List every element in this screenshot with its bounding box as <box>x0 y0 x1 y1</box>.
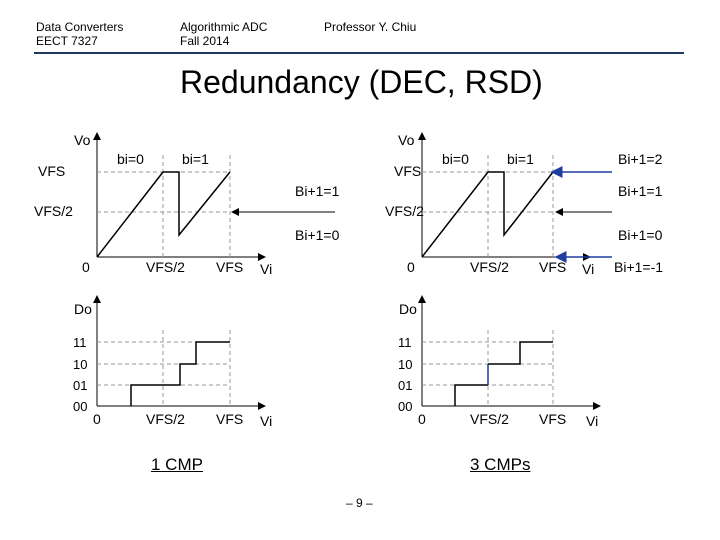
code-01: 01 <box>398 378 412 393</box>
y-axis-label: Do <box>399 301 417 317</box>
x-half-label: VFS/2 <box>146 411 185 427</box>
code-10: 10 <box>398 357 412 372</box>
bit0-label: bi=0 <box>117 151 144 167</box>
next-bit-0-label: Bi+1=0 <box>295 227 340 243</box>
topic-name: Algorithmic ADC <box>180 20 268 34</box>
x-axis-label: Vi <box>586 413 598 429</box>
code-staircase-high <box>488 341 553 365</box>
left-caption: 1 CMP <box>151 455 203 474</box>
topic-info: Algorithmic ADC Fall 2014 <box>180 20 267 48</box>
code-01: 01 <box>73 378 87 393</box>
x-full-label: VFS <box>216 411 243 427</box>
code-staircase-low <box>454 384 488 406</box>
next-bit-0-label: Bi+1=0 <box>618 227 663 243</box>
code-staircase <box>130 341 230 406</box>
left-residue-plot: Vo VFS VFS/2 0 VFS/2 VFS Vi bi=0 bi=1 Bi… <box>34 132 340 277</box>
origin-label: 0 <box>418 411 426 427</box>
x-axis-label: Vi <box>582 261 594 277</box>
residue-curve <box>96 171 231 258</box>
bit1-label: bi=1 <box>182 151 209 167</box>
x-half-label: VFS/2 <box>470 259 509 275</box>
course-info: Data Converters EECT 7327 <box>36 20 123 48</box>
y-axis-label: Vo <box>398 132 415 148</box>
origin-label: 0 <box>82 259 90 275</box>
x-axis-label: Vi <box>260 413 272 429</box>
vfs-half-label: VFS/2 <box>385 203 424 219</box>
header-rule <box>34 52 684 54</box>
residue-curve <box>421 171 554 258</box>
code-11: 11 <box>398 335 412 350</box>
right-caption: 3 CMPs <box>470 455 531 474</box>
y-axis-label: Do <box>74 301 92 317</box>
vfs-label: VFS <box>394 163 421 179</box>
left-code-plot: Do 11 10 01 00 0 VFS/2 VFS Vi <box>73 295 272 429</box>
code-11: 11 <box>73 335 87 350</box>
vfs-half-label: VFS/2 <box>34 203 73 219</box>
code-00: 00 <box>73 399 87 414</box>
right-code-plot: Do 11 10 01 00 0 VFS/2 VFS Vi <box>398 295 601 429</box>
bit0-label: bi=0 <box>442 151 469 167</box>
code-00: 00 <box>398 399 412 414</box>
next-bit-2-label: Bi+1=2 <box>618 151 663 167</box>
code-10: 10 <box>73 357 87 372</box>
vfs-label: VFS <box>38 163 65 179</box>
next-bit-neg1-label: Bi+1=-1 <box>614 259 663 275</box>
x-half-label: VFS/2 <box>470 411 509 427</box>
x-full-label: VFS <box>539 259 566 275</box>
course-code: EECT 7327 <box>36 34 98 48</box>
origin-label: 0 <box>93 411 101 427</box>
instructor: Professor Y. Chiu <box>324 20 417 34</box>
next-bit-1-label: Bi+1=1 <box>295 183 340 199</box>
y-axis-label: Vo <box>74 132 91 148</box>
term: Fall 2014 <box>180 34 230 48</box>
x-axis-label: Vi <box>260 261 272 277</box>
slide-title: Redundancy (DEC, RSD) <box>180 64 543 100</box>
page-number: – 9 – <box>346 496 373 510</box>
x-full-label: VFS <box>216 259 243 275</box>
right-residue-plot: Vo VFS VFS/2 0 VFS/2 VFS Vi bi=0 bi=1 Bi… <box>385 132 663 277</box>
x-full-label: VFS <box>539 411 566 427</box>
bit1-label: bi=1 <box>507 151 534 167</box>
next-bit-1-label: Bi+1=1 <box>618 183 663 199</box>
origin-label: 0 <box>407 259 415 275</box>
course-name: Data Converters <box>36 20 124 34</box>
x-half-label: VFS/2 <box>146 259 185 275</box>
